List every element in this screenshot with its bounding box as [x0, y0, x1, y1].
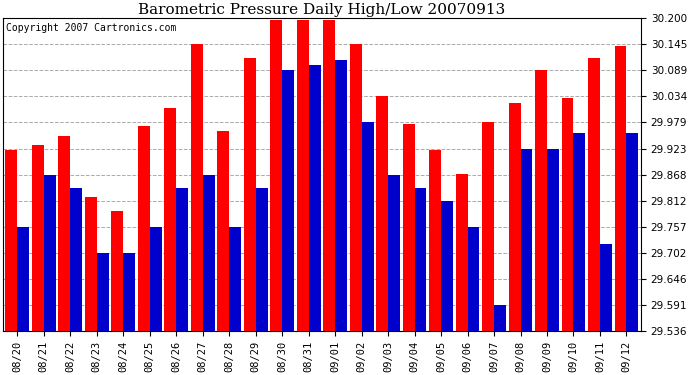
Bar [482, 122, 494, 331]
Bar [627, 133, 638, 331]
Bar [124, 253, 135, 331]
Bar [441, 201, 453, 331]
Bar [520, 148, 533, 331]
Bar [429, 150, 441, 331]
Bar [176, 188, 188, 331]
Bar [297, 20, 308, 331]
Bar [270, 20, 282, 331]
Bar [535, 70, 547, 331]
Bar [323, 20, 335, 331]
Bar [44, 175, 56, 331]
Bar [350, 44, 362, 331]
Bar [138, 126, 150, 331]
Bar [388, 175, 400, 331]
Bar [403, 124, 415, 331]
Bar [256, 188, 268, 331]
Bar [335, 60, 347, 331]
Bar [615, 46, 627, 331]
Bar [229, 227, 241, 331]
Bar [6, 150, 17, 331]
Bar [97, 253, 109, 331]
Bar [362, 122, 373, 331]
Bar [415, 188, 426, 331]
Title: Barometric Pressure Daily High/Low 20070913: Barometric Pressure Daily High/Low 20070… [138, 3, 506, 17]
Bar [509, 103, 520, 331]
Bar [164, 108, 176, 331]
Bar [111, 211, 124, 331]
Bar [17, 227, 29, 331]
Bar [573, 133, 585, 331]
Text: Copyright 2007 Cartronics.com: Copyright 2007 Cartronics.com [6, 22, 177, 33]
Bar [308, 65, 321, 331]
Bar [455, 174, 468, 331]
Bar [59, 136, 70, 331]
Bar [191, 44, 203, 331]
Bar [494, 305, 506, 331]
Bar [150, 227, 161, 331]
Bar [376, 96, 388, 331]
Bar [32, 146, 44, 331]
Bar [282, 70, 294, 331]
Bar [217, 131, 229, 331]
Bar [85, 197, 97, 331]
Bar [600, 244, 612, 331]
Bar [547, 148, 559, 331]
Bar [588, 58, 600, 331]
Bar [468, 227, 480, 331]
Bar [244, 58, 256, 331]
Bar [203, 175, 215, 331]
Bar [562, 98, 573, 331]
Bar [70, 188, 82, 331]
